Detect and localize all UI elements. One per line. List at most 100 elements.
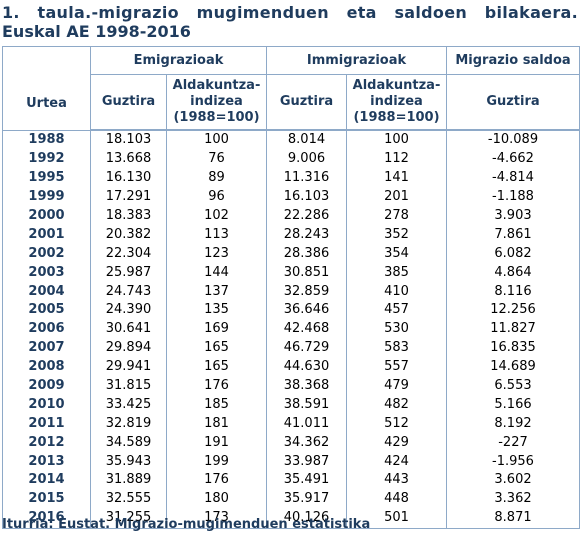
table-row: 2016 31.255 173 40.126 501 8.871: [2, 508, 580, 529]
header-index-line2: indizea: [190, 94, 243, 109]
cell-immigration-total: 32.859: [266, 282, 347, 302]
table-row: 2008 29.941 165 44.630 557 14.689: [2, 357, 580, 377]
cell-balance: 11.827: [446, 319, 580, 339]
cell-immigration-total: 38.591: [266, 395, 347, 415]
cell-emigration-index: 199: [166, 452, 267, 472]
cell-year: 1992: [2, 149, 91, 169]
header-balance: Migrazio saldoa: [446, 46, 580, 75]
table-title: 1. taula.-migrazio mugimenduen eta saldo…: [2, 3, 578, 41]
table-body: 1988 18.103 100 8.014 100 -10.089 1992 13.668 76…: [2, 130, 580, 529]
cell-emigration-total: 31.889: [90, 471, 167, 490]
table-row: 2003 25.987 144 30.851 385 4.864: [2, 263, 580, 283]
cell-immigration-index: 100: [346, 130, 447, 150]
source-note: Iturria: Eustat. Migrazio-mugimenduen es…: [2, 517, 371, 532]
cell-emigration-index: 181: [166, 414, 267, 434]
cell-balance: 3.362: [446, 489, 580, 509]
cell-immigration-index: 352: [346, 225, 447, 245]
cell-emigration-total: 22.304: [90, 244, 167, 264]
cell-immigration-index: 443: [346, 471, 447, 490]
migration-table: Urtea Emigrazioak Immigrazioak Migrazio …: [2, 46, 580, 529]
cell-balance: -227: [446, 433, 580, 453]
cell-immigration-index: 482: [346, 395, 447, 415]
cell-balance: 7.861: [446, 225, 580, 245]
table-row: 2012 34.589 191 34.362 429 -227: [2, 433, 580, 453]
cell-year: 2004: [2, 282, 91, 302]
header-index-line3: (1988=100): [353, 110, 440, 125]
cell-year: 1988: [2, 130, 91, 150]
cell-emigration-index: 76: [166, 149, 267, 169]
cell-emigration-total: 16.130: [90, 168, 167, 188]
cell-immigration-index: 201: [346, 187, 447, 207]
cell-immigration-total: 42.468: [266, 319, 347, 339]
cell-balance: -10.089: [446, 130, 580, 150]
cell-emigration-index: 176: [166, 376, 267, 396]
cell-balance: -1.956: [446, 452, 580, 472]
cell-immigration-total: 28.243: [266, 225, 347, 245]
header-emigration-total: Guztira: [90, 74, 167, 131]
table-row: 2015 32.555 180 35.917 448 3.362: [2, 489, 580, 509]
cell-balance: 6.553: [446, 376, 580, 396]
cell-emigration-index: 185: [166, 395, 267, 415]
cell-emigration-total: 32.819: [90, 414, 167, 434]
cell-immigration-index: 278: [346, 206, 447, 226]
cell-emigration-total: 24.390: [90, 301, 167, 320]
cell-year: 2006: [2, 319, 91, 339]
cell-immigration-index: 112: [346, 149, 447, 169]
cell-year: 2008: [2, 357, 91, 377]
cell-emigration-index: 113: [166, 225, 267, 245]
table-row: 2001 20.382 113 28.243 352 7.861: [2, 225, 580, 245]
cell-emigration-total: 33.425: [90, 395, 167, 415]
cell-balance: 8.116: [446, 282, 580, 302]
cell-emigration-index: 169: [166, 319, 267, 339]
cell-emigration-total: 25.987: [90, 263, 167, 283]
cell-balance: -4.662: [446, 149, 580, 169]
cell-year: 2002: [2, 244, 91, 264]
table-row: 2006 30.641 169 42.468 530 11.827: [2, 319, 580, 339]
cell-emigration-index: 144: [166, 263, 267, 283]
cell-immigration-index: 354: [346, 244, 447, 264]
cell-emigration-total: 34.589: [90, 433, 167, 453]
cell-immigration-index: 530: [346, 319, 447, 339]
cell-immigration-index: 385: [346, 263, 447, 283]
cell-emigration-index: 102: [166, 206, 267, 226]
cell-immigration-total: 46.729: [266, 338, 347, 358]
cell-immigration-total: 41.011: [266, 414, 347, 434]
header-immigration-index: Aldakuntza- indizea (1988=100): [346, 74, 447, 131]
cell-balance: 3.903: [446, 206, 580, 226]
cell-immigration-total: 22.286: [266, 206, 347, 226]
table-row: 2002 22.304 123 28.386 354 6.082: [2, 244, 580, 264]
cell-immigration-index: 583: [346, 338, 447, 358]
cell-emigration-total: 17.291: [90, 187, 167, 207]
cell-emigration-index: 135: [166, 301, 267, 320]
cell-emigration-total: 29.941: [90, 357, 167, 377]
cell-balance: 8.192: [446, 414, 580, 434]
cell-year: 2016: [2, 508, 91, 529]
table-row: 1992 13.668 76 9.006 112 -4.662: [2, 149, 580, 169]
cell-immigration-total: 36.646: [266, 301, 347, 320]
cell-year: 2000: [2, 206, 91, 226]
header-emigration-index: Aldakuntza- indizea (1988=100): [166, 74, 267, 131]
header-index-line3: (1988=100): [173, 110, 260, 125]
cell-immigration-total: 35.491: [266, 471, 347, 490]
cell-emigration-total: 31.815: [90, 376, 167, 396]
cell-year: 2005: [2, 301, 91, 320]
cell-balance: 5.166: [446, 395, 580, 415]
cell-immigration-total: 44.630: [266, 357, 347, 377]
cell-immigration-index: 512: [346, 414, 447, 434]
cell-balance: 8.871: [446, 508, 580, 529]
cell-emigration-total: 29.894: [90, 338, 167, 358]
header-immigration-total: Guztira: [266, 74, 347, 131]
cell-immigration-index: 557: [346, 357, 447, 377]
cell-emigration-index: 165: [166, 338, 267, 358]
cell-emigration-total: 13.668: [90, 149, 167, 169]
cell-year: 1995: [2, 168, 91, 188]
table-title-line1: 1. taula.-migrazio mugimenduen eta saldo…: [2, 3, 578, 22]
cell-balance: 16.835: [446, 338, 580, 358]
cell-immigration-total: 9.006: [266, 149, 347, 169]
cell-emigration-index: 137: [166, 282, 267, 302]
cell-year: 2012: [2, 433, 91, 453]
cell-emigration-index: 191: [166, 433, 267, 453]
cell-immigration-total: 34.362: [266, 433, 347, 453]
header-emigration: Emigrazioak: [90, 46, 267, 75]
cell-balance: 3.602: [446, 471, 580, 490]
